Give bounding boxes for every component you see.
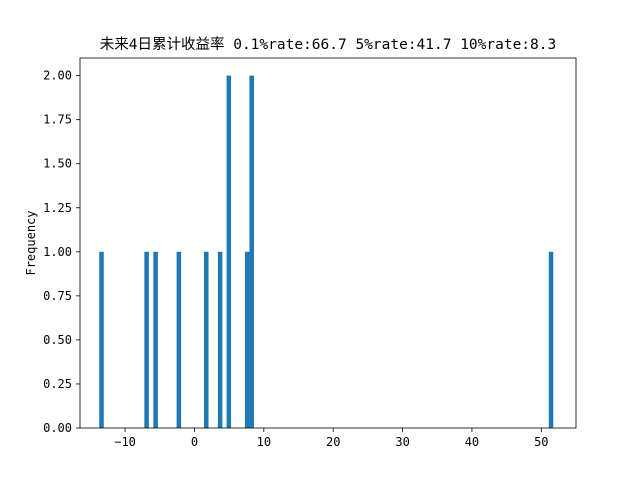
y-tick-label: 2.00 [43,69,72,83]
histogram-bar [204,251,209,428]
y-tick-label: 1.00 [43,245,72,259]
y-tick-label: 0.75 [43,289,72,303]
y-tick-label: 1.50 [43,157,72,171]
histogram-bar [176,251,182,428]
histogram-bar [217,251,223,428]
x-tick-label: −10 [114,435,136,449]
x-tick-label: 30 [395,435,409,449]
histogram-bar [244,251,250,428]
y-tick-label: 1.25 [43,201,72,215]
x-tick-label: 50 [534,435,548,449]
histogram-bar [153,251,158,428]
x-tick-label: 10 [257,435,271,449]
axes-frame [79,57,577,429]
plot-area: −10 0 10 20 30 40 50 0.00 0.25 0.50 0.75 1.00 1.25 1.… [43,57,577,449]
x-tick-label: 40 [465,435,479,449]
histogram-bar [249,75,254,428]
histogram-bar [226,75,232,428]
y-axis-label: Frequency [24,210,38,275]
histogram-bar [99,251,104,428]
y-tick-label: 1.75 [43,113,72,127]
x-tick-label: 20 [326,435,340,449]
histogram-bar [548,251,554,428]
y-tick-label: 0.50 [43,333,72,347]
x-tick-label: 0 [191,435,198,449]
chart-title: 未来4日累计收益率 0.1%rate:66.7 5%rate:41.7 10%r… [100,36,556,53]
histogram-bar [144,251,149,428]
y-tick-label: 0.00 [43,421,72,435]
y-tick-label: 0.25 [43,377,72,391]
